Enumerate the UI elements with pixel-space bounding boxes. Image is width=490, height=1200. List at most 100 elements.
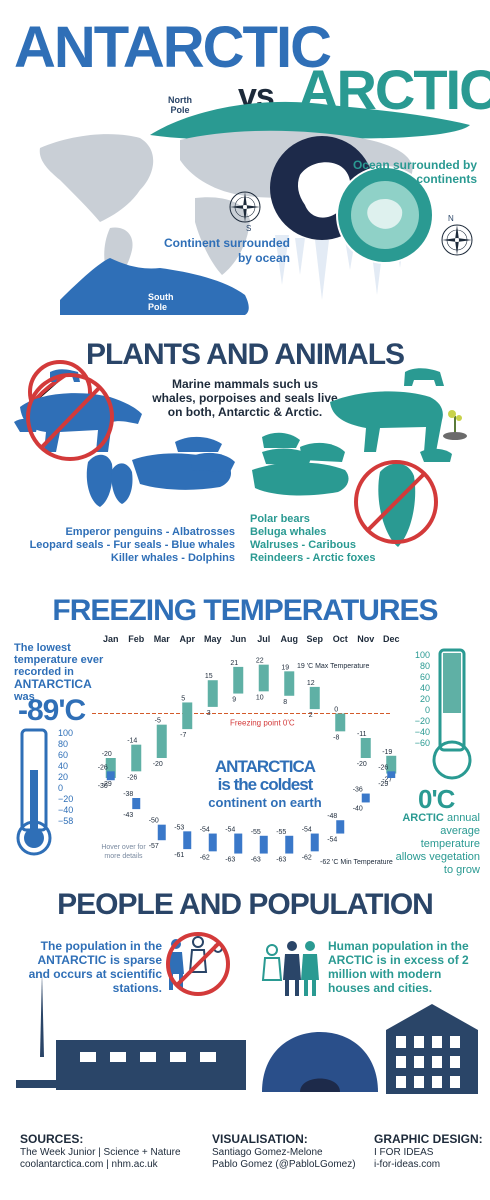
bar-high-label: -38 xyxy=(123,791,133,798)
bar-high-label: -55 xyxy=(251,829,261,836)
max-temp-bar xyxy=(284,671,295,696)
left-scale-tick: 60 xyxy=(58,750,69,760)
month-tick-label: Jul xyxy=(257,634,270,644)
arctic-animal-item: Beluga whales xyxy=(250,526,327,538)
bar-high-label: -48 xyxy=(327,813,337,820)
right-scale-tick: 20 xyxy=(419,694,430,704)
people-left-place: ANTARCTIC xyxy=(37,953,107,967)
max-temp-bar xyxy=(360,738,371,758)
bar-high-label: -54 xyxy=(200,827,210,834)
bar-low-label: -43 xyxy=(123,812,133,819)
bar-low-label: -54 xyxy=(327,837,337,844)
antarctic-animal-item: Emperor penguins - Albatrosses xyxy=(65,526,235,538)
design-title: GRAPHIC DESIGN: xyxy=(374,1132,483,1146)
footer-design: GRAPHIC DESIGN: I FOR IDEAS i-for-ideas.… xyxy=(374,1133,484,1171)
walrus-right-shape xyxy=(300,442,345,462)
people-title: PEOPLE AND POPULATION xyxy=(57,888,434,921)
min-temp-bar xyxy=(361,793,370,803)
left-scale-tick: 100 xyxy=(58,728,74,738)
max-temp-bar xyxy=(182,702,193,730)
bar-low-label: -26 xyxy=(127,774,137,781)
arctic-animal-list: Polar bears Beluga whales Walruses - Car… xyxy=(250,513,450,565)
bar-high-label: -11 xyxy=(357,731,367,738)
arctic-temp-place: ARCTIC xyxy=(402,812,444,824)
bar-low-label: 8 xyxy=(283,699,287,706)
people-right-place: ARCTIC xyxy=(328,953,374,967)
arctic-animal-item: Reindeers - Arctic foxes xyxy=(250,552,376,564)
seal-right-shape-1 xyxy=(262,432,300,448)
antarctic-animal-item: Killer whales - Dolphins xyxy=(110,552,235,564)
max-temp-bar xyxy=(131,744,142,772)
month-tick-label: Feb xyxy=(128,634,145,644)
left-scale-tick: −20 xyxy=(58,794,74,804)
bear-ban-icon xyxy=(26,373,114,461)
right-scale-tick: 60 xyxy=(419,672,430,682)
world-map xyxy=(39,101,473,315)
month-tick-label: Nov xyxy=(357,634,374,644)
people-left-1: The population in the xyxy=(40,939,162,953)
month-tick-label: Jun xyxy=(230,634,246,644)
month-tick-label: Oct xyxy=(333,634,348,644)
penguin-shape-1 xyxy=(86,454,113,507)
seal-left-shape-1 xyxy=(175,436,222,452)
arctic-ice-shape xyxy=(150,101,470,140)
bar-low-label: -57 xyxy=(149,843,159,850)
month-tick-label: Aug xyxy=(281,634,299,644)
bar-high-label: 15 xyxy=(205,673,213,680)
bar-high-label: 22 xyxy=(256,658,264,665)
month-tick-label: Mar xyxy=(154,634,171,644)
bar-low-label: 10 xyxy=(256,694,264,701)
bar-high-label: -54 xyxy=(225,827,235,834)
penguin-shape-2 xyxy=(111,463,133,504)
temperature-chart: Jan Feb Mar Apr May Jun Jul Aug Sep Oct Nov Dec Free… xyxy=(92,634,400,866)
people-left-2: is sparse and occurs at scientific stati… xyxy=(28,953,162,995)
plants-intro: Marine mammals such us whales, porpoises… xyxy=(152,377,338,419)
bar-low-label: -20 xyxy=(357,761,367,768)
month-tick-label: May xyxy=(204,634,222,644)
bar-low-label: -63 xyxy=(251,857,261,864)
right-scale-tick: −60 xyxy=(414,738,430,748)
bar-low-label: -20 xyxy=(153,761,163,768)
penguin-right-shape xyxy=(378,463,416,547)
left-scale-tick: −40 xyxy=(58,805,74,815)
design-line-2: i-for-ideas.com xyxy=(374,1159,441,1170)
bar-low-label: -61 xyxy=(174,852,184,859)
right-scale-tick: 80 xyxy=(419,661,430,671)
bar-low-label: -29 xyxy=(102,781,112,788)
arctic-temp-value: 0'C xyxy=(418,784,455,814)
igloo-icon xyxy=(262,1032,378,1092)
thermometer-right xyxy=(432,648,472,780)
bar-high-label: -55 xyxy=(276,829,286,836)
bar-low-label: -27 xyxy=(382,777,392,784)
bar-low-label: -62 xyxy=(200,854,210,861)
month-tick-label: Sep xyxy=(306,634,323,644)
bar-high-label: 0 xyxy=(334,707,338,714)
min-temp-bar xyxy=(132,798,141,810)
seal-left-shape-2 xyxy=(190,452,235,472)
vis-title: VISUALISATION: xyxy=(212,1132,308,1146)
vis-line-1: Santiago Gomez-Melone xyxy=(212,1147,323,1158)
coldest-line3: continent on earth xyxy=(208,795,322,810)
plants-title: PLANTS AND ANIMALS xyxy=(85,338,405,371)
bar-high-label: -20 xyxy=(102,751,112,758)
bar-low-label: -63 xyxy=(225,857,235,864)
bar-low-label: 9 xyxy=(232,697,236,704)
bar-low-label: -63 xyxy=(276,857,286,864)
min-temp-bar xyxy=(106,771,115,781)
sources-title: SOURCES: xyxy=(20,1132,84,1146)
lowest-intro: The lowest temperature ever recorded in xyxy=(14,642,104,678)
bar-high-label: -19 xyxy=(382,749,392,756)
people-ban-icon xyxy=(166,932,230,996)
bar-high-label: 21 xyxy=(230,660,238,667)
bar-low-label: -62 xyxy=(302,854,312,861)
min-temp-bar xyxy=(183,831,192,850)
min-temp-bar xyxy=(387,771,396,778)
seal-right-shape-2 xyxy=(262,448,312,466)
max-temp-bar xyxy=(156,724,167,758)
arctic-people-icon xyxy=(261,941,319,996)
month-tick-label: Apr xyxy=(180,634,196,644)
lowest-was: was xyxy=(14,691,35,703)
people-right-2: is in excess of 2 million with modern ho… xyxy=(328,953,469,995)
hover-note: Hover over for more details xyxy=(101,844,146,860)
right-scale-tick: 0 xyxy=(424,705,430,715)
